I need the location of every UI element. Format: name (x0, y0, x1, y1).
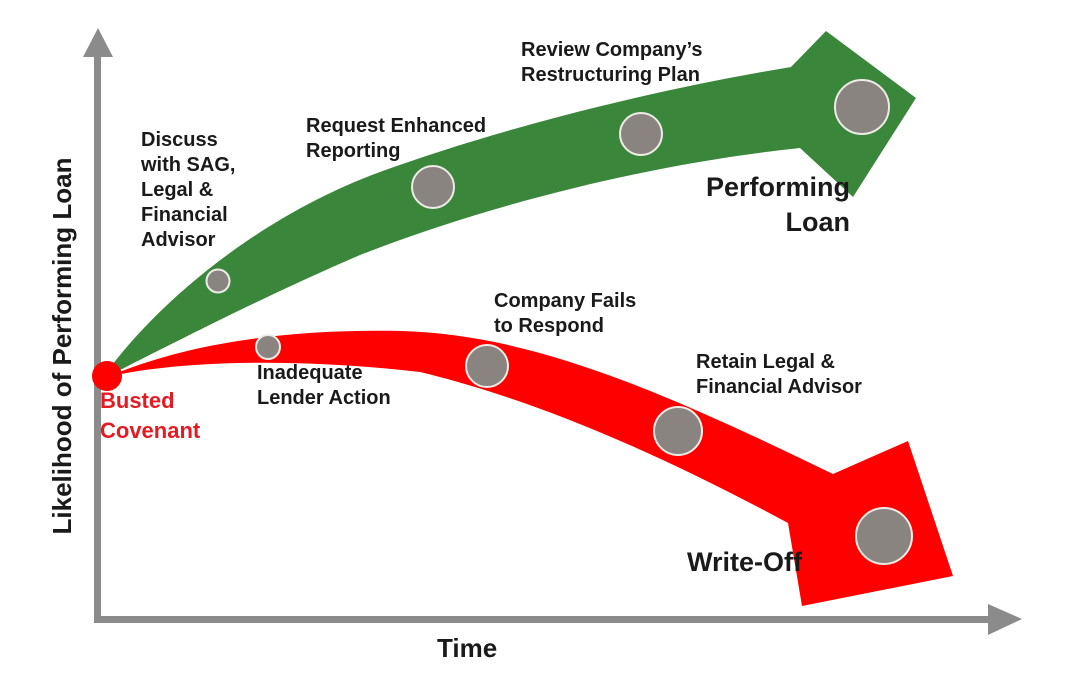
performing-loan-arrow-shape (106, 31, 916, 377)
milestone-circle (619, 112, 663, 156)
x-axis-arrowhead-icon (988, 604, 1022, 635)
busted-covenant-dot (92, 361, 122, 391)
milestone-circle (855, 507, 913, 565)
milestone-circle (205, 268, 231, 294)
x-axis-line (94, 616, 992, 623)
write-off-arrow-shape (107, 330, 953, 606)
y-axis-arrowhead-icon (83, 28, 113, 57)
write-off-outcome-label: Write-Off (687, 547, 802, 577)
milestone-circle (411, 165, 455, 209)
x-axis-title: Time (437, 633, 498, 663)
milestone-label-review-restructuring-plan: Review Company’s Restructuring Plan (521, 39, 703, 86)
milestone-label-inadequate-lender-action: Inadequate Lender Action (257, 362, 391, 409)
milestone-circle (255, 334, 281, 360)
milestone-label-request-enhanced-reporting: Request Enhanced Reporting (306, 115, 487, 162)
performing-loan-outcome-label: Performing Loan (705, 172, 850, 237)
milestone-circle (465, 344, 509, 388)
milestone-label-retain-legal-financial-advisor: Retain Legal & Financial Advisor (696, 351, 862, 398)
milestone-label-company-fails-to-respond: Company Fails to Respond (494, 290, 637, 337)
y-axis-line (94, 50, 101, 622)
y-axis-title: Likelihood of Performing Loan (47, 157, 77, 535)
milestone-circle (834, 79, 890, 135)
milestone-circle (653, 406, 703, 456)
busted-covenant-label: Busted Covenant (100, 388, 201, 443)
milestone-label-discuss-with-sag: Discuss with SAG, Legal & Financial Advi… (141, 129, 236, 251)
